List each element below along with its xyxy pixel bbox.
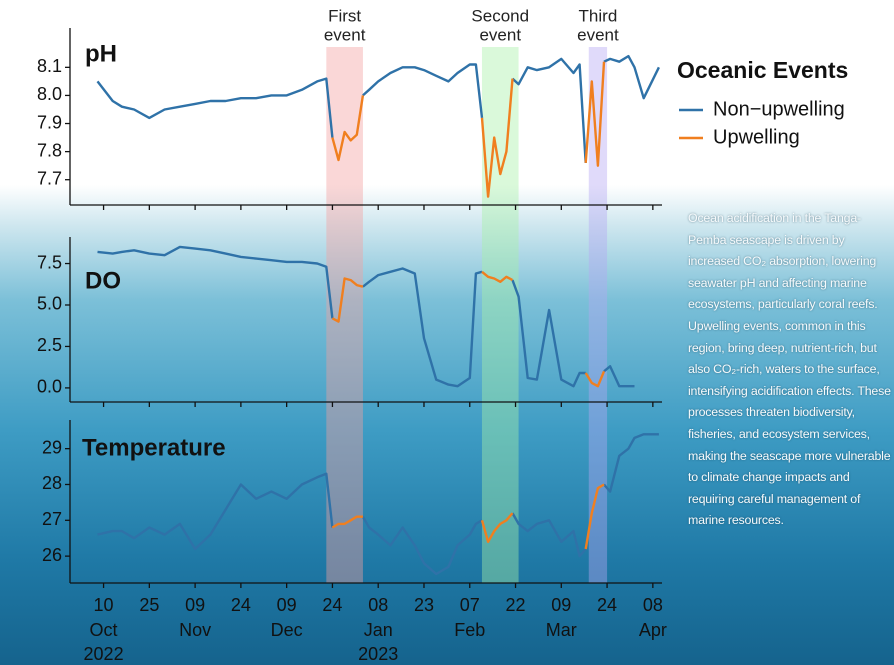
x-tick-label: 09	[551, 595, 571, 615]
x-tick-label: 09	[185, 595, 205, 615]
event-label: event	[479, 25, 521, 44]
y-tick-label: 7.7	[37, 168, 62, 188]
x-month-label: Apr	[639, 620, 667, 640]
x-tick-label: 09	[277, 595, 297, 615]
x-month-label: Feb	[454, 620, 485, 640]
legend-label: Upwelling	[713, 126, 800, 148]
y-tick-label: 26	[42, 545, 62, 565]
x-tick-label: 24	[231, 595, 251, 615]
series-line	[98, 56, 659, 163]
y-tick-label: 29	[42, 437, 62, 457]
x-year-label: 2022	[84, 644, 124, 664]
x-month-label: Nov	[179, 620, 211, 640]
x-tick-label: 24	[597, 595, 617, 615]
y-tick-label: 5.0	[37, 294, 62, 314]
x-tick-label: 24	[322, 595, 342, 615]
y-tick-label: 8.0	[37, 84, 62, 104]
x-tick-label: 25	[139, 595, 159, 615]
x-month-label: Jan	[364, 620, 393, 640]
event-label: Second	[471, 6, 529, 25]
legend-title: Oceanic Events	[677, 57, 848, 83]
y-tick-label: 2.5	[37, 335, 62, 355]
x-month-label: Mar	[546, 620, 577, 640]
x-month-label: Dec	[271, 620, 303, 640]
x-tick-label: 08	[643, 595, 663, 615]
x-month-label: Oct	[90, 620, 118, 640]
event-label: event	[577, 25, 619, 44]
event-label: First	[328, 6, 361, 25]
event-band	[482, 47, 519, 583]
y-tick-label: 7.8	[37, 140, 62, 160]
y-tick-label: 7.9	[37, 112, 62, 132]
panel-title: Temperature	[82, 434, 226, 461]
event-label: Third	[579, 6, 618, 25]
y-tick-label: 0.0	[37, 377, 62, 397]
panel-title: DO	[85, 267, 121, 294]
x-year-label: 2023	[358, 644, 398, 664]
x-tick-label: 10	[94, 595, 114, 615]
event-label: event	[324, 25, 366, 44]
x-tick-label: 07	[460, 595, 480, 615]
y-tick-label: 27	[42, 509, 62, 529]
y-tick-label: 7.5	[37, 252, 62, 272]
x-tick-label: 08	[368, 595, 388, 615]
series-line	[98, 247, 635, 386]
x-tick-label: 22	[506, 595, 526, 615]
legend-label: Non−upwelling	[713, 98, 845, 120]
y-tick-label: 8.1	[37, 56, 62, 76]
event-band	[589, 47, 607, 583]
y-tick-label: 28	[42, 473, 62, 493]
panel-title: pH	[85, 40, 117, 67]
page: Oceanic Events FirsteventSecondeventThir…	[0, 0, 894, 665]
description: Ocean acidification in the Tanga-Pemba s…	[688, 208, 892, 532]
x-tick-label: 23	[414, 595, 434, 615]
series-line	[332, 62, 604, 197]
series-line	[332, 272, 604, 386]
